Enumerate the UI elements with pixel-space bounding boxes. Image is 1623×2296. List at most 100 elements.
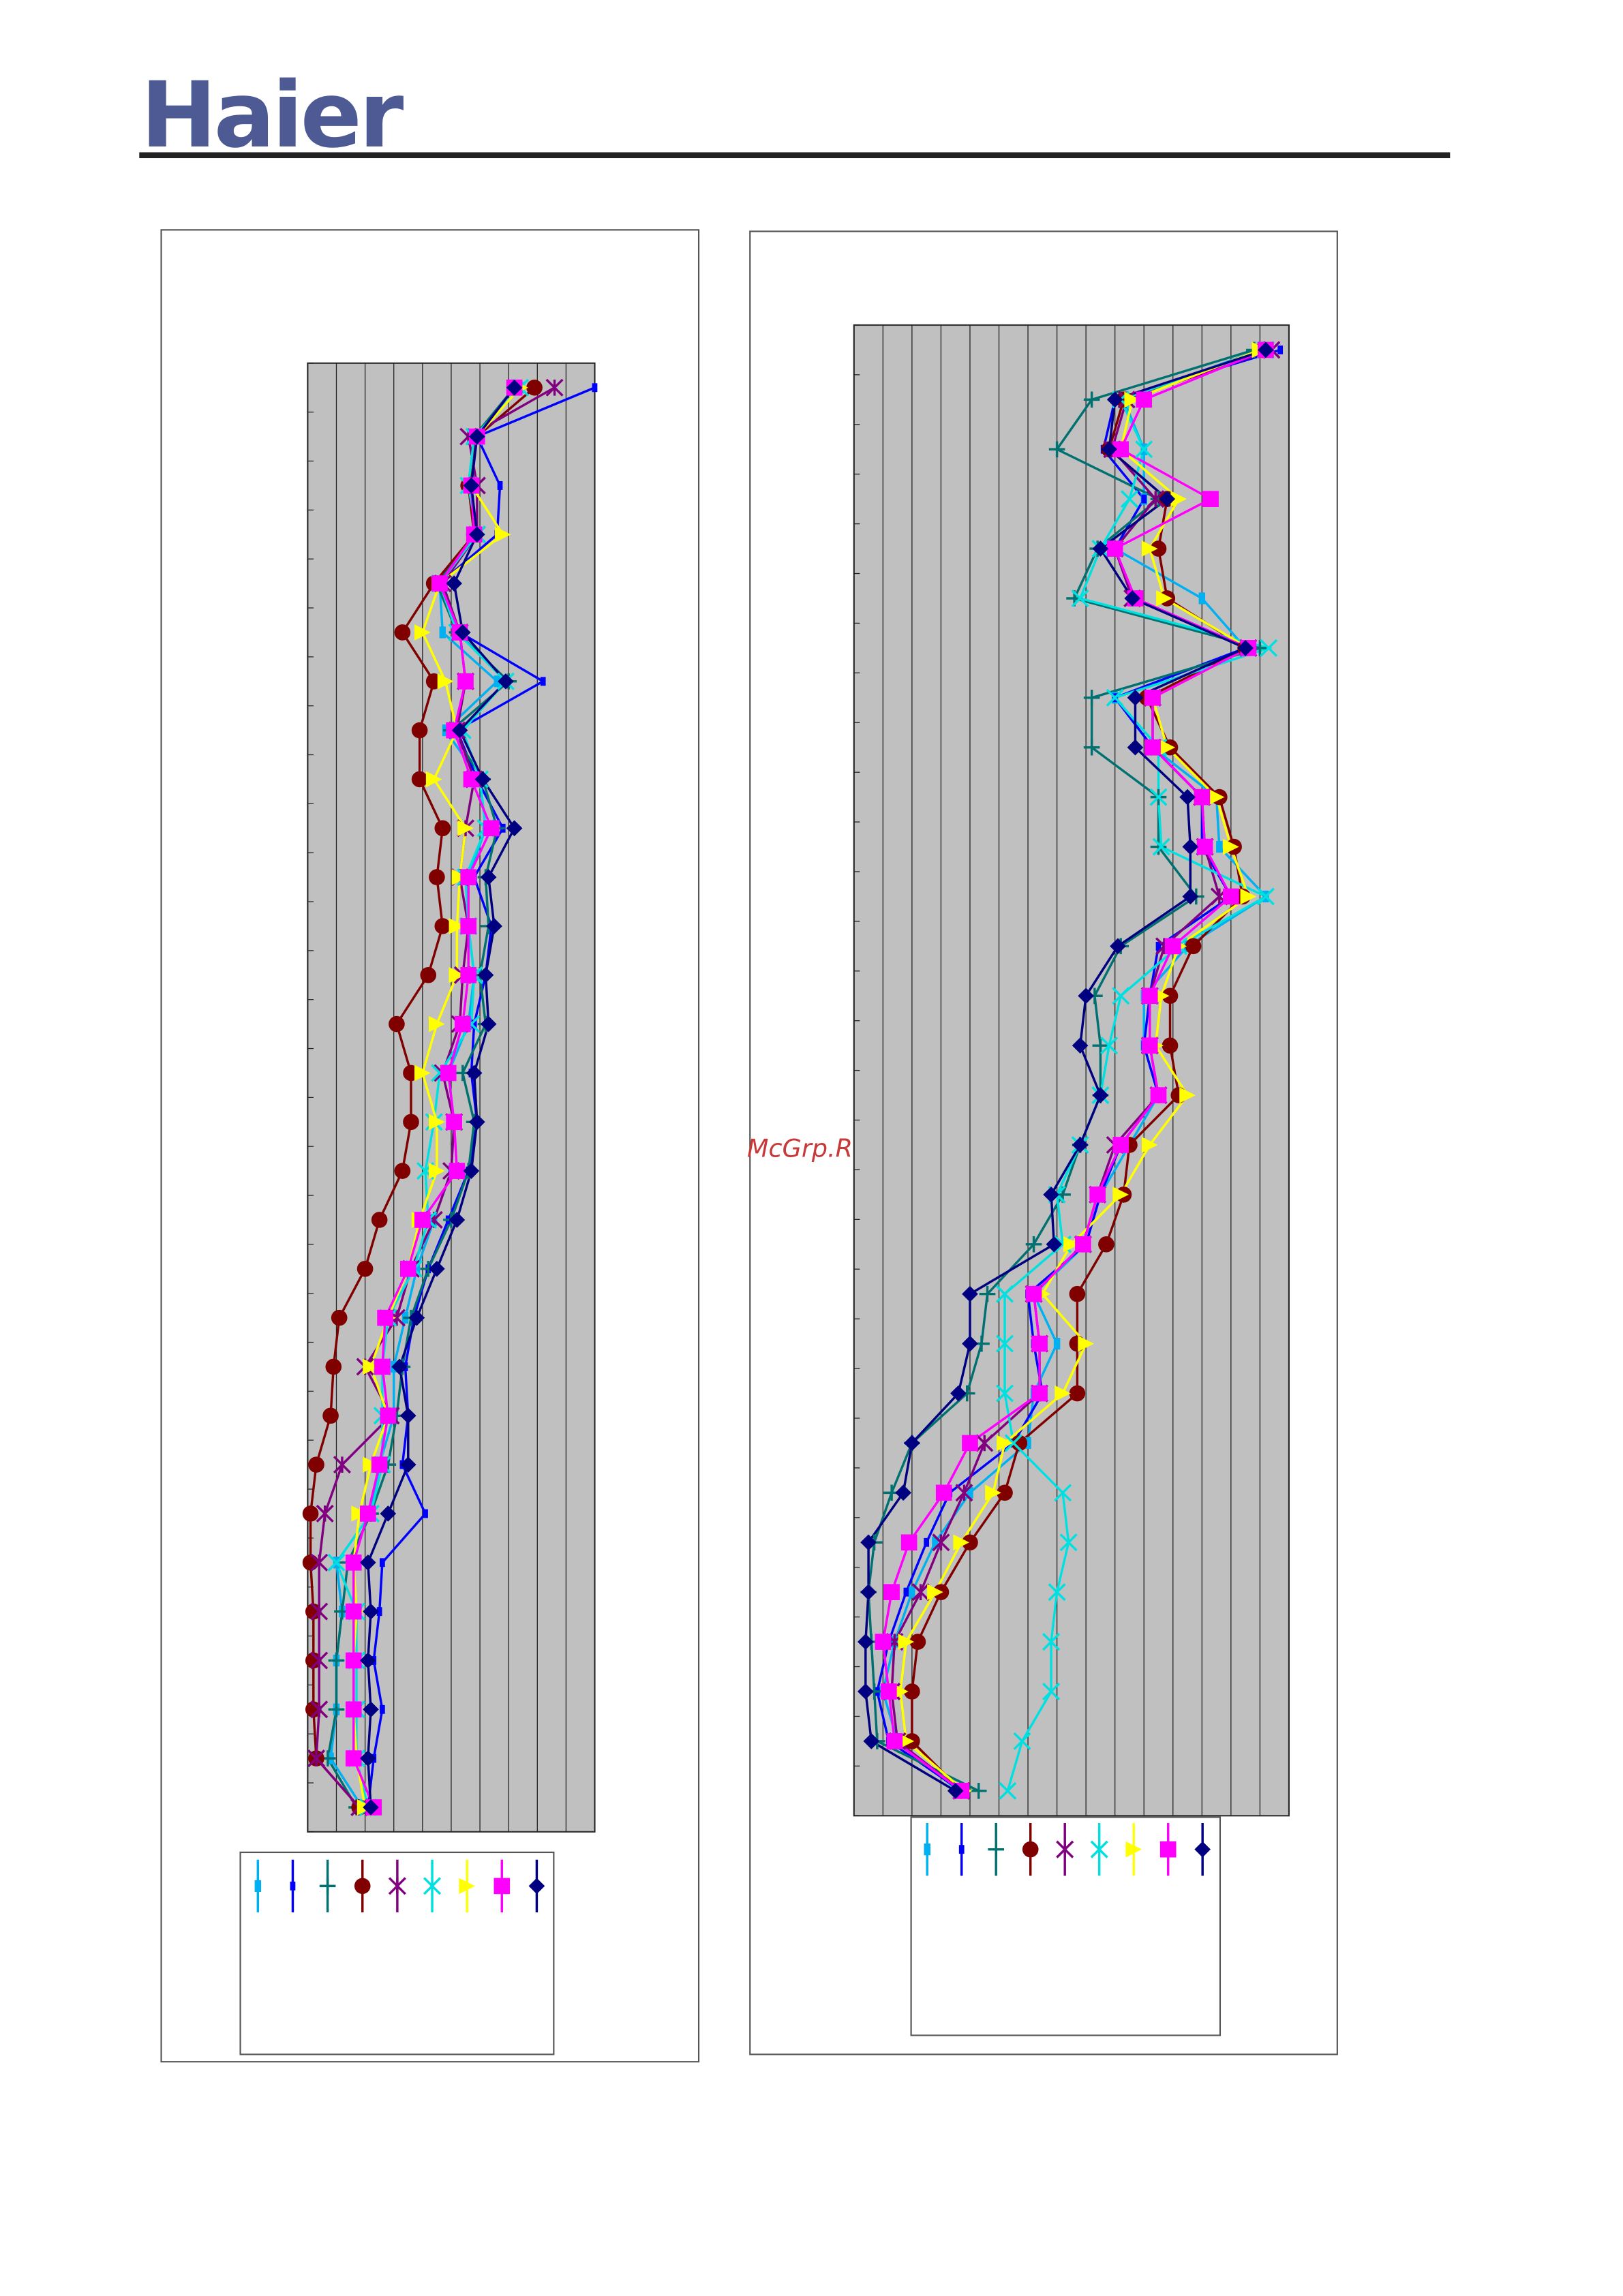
marker <box>886 1733 903 1749</box>
marker <box>451 869 468 885</box>
marker <box>449 918 466 934</box>
marker <box>1022 1841 1039 1858</box>
chart-frame <box>749 230 1338 2055</box>
marker <box>1090 1840 1108 1858</box>
marker <box>1106 540 1123 557</box>
marker <box>997 1435 1013 1452</box>
marker <box>457 673 474 690</box>
series-line <box>367 386 516 1808</box>
marker <box>962 1285 978 1302</box>
marker <box>376 1607 382 1617</box>
marker <box>414 624 431 641</box>
marker <box>345 1701 362 1718</box>
marker <box>399 1260 416 1277</box>
marker <box>394 624 411 641</box>
marker <box>1135 440 1153 459</box>
marker <box>1141 494 1147 504</box>
series-line <box>352 386 515 1808</box>
marker <box>454 1015 471 1032</box>
marker <box>909 1634 926 1650</box>
marker <box>1147 490 1165 508</box>
marker <box>1159 739 1176 756</box>
marker <box>463 771 480 788</box>
marker <box>437 673 454 690</box>
marker <box>310 1700 329 1719</box>
marker <box>498 673 514 690</box>
marker <box>345 1554 362 1571</box>
marker <box>875 1634 892 1650</box>
marker <box>958 1845 965 1854</box>
marker <box>911 1583 930 1602</box>
marker <box>1112 441 1129 458</box>
marker <box>328 1701 345 1718</box>
marker <box>1072 1037 1089 1054</box>
marker <box>423 1509 428 1518</box>
marker <box>459 1878 475 1895</box>
marker <box>1277 345 1284 354</box>
marker <box>1216 840 1223 853</box>
marker <box>1141 540 1158 557</box>
marker <box>895 1484 911 1501</box>
marker <box>310 1651 329 1670</box>
marker <box>394 1163 411 1179</box>
marker <box>953 1534 970 1551</box>
marker <box>305 1701 322 1718</box>
marker <box>1240 888 1257 905</box>
marker <box>985 1484 1001 1501</box>
marker <box>1043 1187 1059 1203</box>
marker <box>1156 590 1172 607</box>
marker <box>308 1456 324 1473</box>
marker <box>429 869 445 885</box>
marker <box>932 1533 950 1552</box>
marker <box>1069 1385 1086 1402</box>
marker <box>290 1881 296 1891</box>
marker <box>327 1553 346 1572</box>
marker <box>1124 391 1141 408</box>
marker <box>988 1841 1005 1858</box>
marker <box>995 1285 1014 1303</box>
series-line <box>1003 348 1273 1792</box>
marker <box>483 820 500 837</box>
marker <box>471 1020 477 1029</box>
marker <box>1031 1385 1048 1402</box>
marker <box>1092 1087 1109 1103</box>
marker <box>1083 739 1100 756</box>
marker <box>1170 491 1187 507</box>
marker <box>1152 838 1170 856</box>
marker <box>1075 1236 1091 1253</box>
marker <box>860 1534 877 1551</box>
series-line <box>881 348 1266 1792</box>
marker <box>1179 1087 1196 1103</box>
marker <box>1125 1841 1142 1858</box>
marker <box>389 1015 405 1032</box>
marker <box>363 1603 379 1620</box>
marker <box>540 677 546 686</box>
marker <box>1011 1435 1028 1452</box>
marker <box>345 1603 362 1620</box>
marker <box>363 1701 379 1718</box>
brand-logo: Haier <box>140 63 404 168</box>
marker <box>1208 789 1225 806</box>
marker <box>1059 1533 1078 1552</box>
marker <box>1159 491 1176 507</box>
marker <box>363 1456 379 1473</box>
marker <box>420 966 437 983</box>
marker <box>1194 789 1211 806</box>
marker <box>1198 592 1206 604</box>
marker <box>1149 788 1168 806</box>
marker <box>429 1114 445 1131</box>
marker <box>1185 938 1202 955</box>
marker <box>414 1212 431 1228</box>
marker <box>345 1652 362 1669</box>
marker <box>411 722 428 739</box>
marker <box>1162 988 1179 1005</box>
marker <box>1124 590 1141 607</box>
marker <box>429 1015 445 1032</box>
marker <box>1106 391 1123 408</box>
marker <box>898 1634 915 1650</box>
marker <box>962 1534 978 1551</box>
marker <box>860 1584 877 1600</box>
marker <box>1004 1434 1022 1452</box>
marker <box>967 1486 973 1499</box>
marker <box>1258 341 1274 358</box>
